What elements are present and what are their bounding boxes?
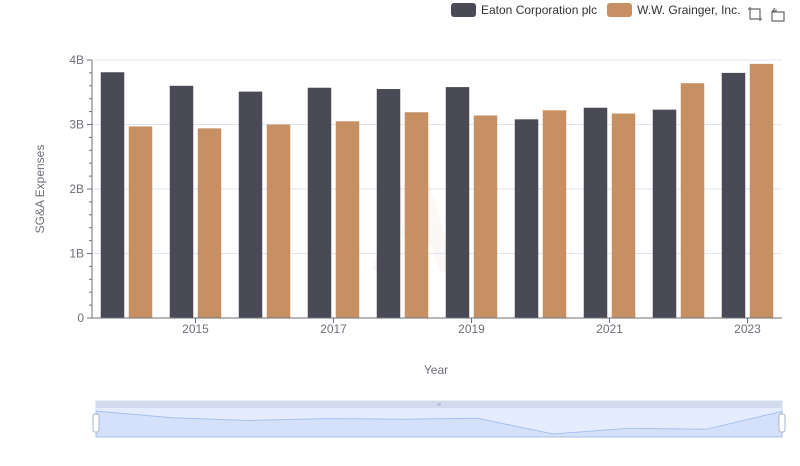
y-tick-label: 4B bbox=[69, 53, 84, 67]
bar-eaton-2014[interactable] bbox=[100, 72, 125, 318]
bar-grainger-2020[interactable] bbox=[542, 110, 567, 318]
bars-group bbox=[100, 63, 774, 319]
bar-grainger-2018[interactable] bbox=[404, 112, 429, 319]
legend-label-eaton: Eaton Corporation plc bbox=[481, 3, 598, 17]
bar-grainger-2023[interactable] bbox=[749, 63, 774, 319]
datazoom-handle-right[interactable] bbox=[778, 413, 786, 433]
legend-item-eaton[interactable]: Eaton Corporation plc bbox=[451, 3, 597, 17]
datazoom-slider[interactable]: ≡ bbox=[92, 400, 786, 438]
bar-grainger-2022[interactable] bbox=[680, 83, 705, 318]
bar-grainger-2019[interactable] bbox=[473, 115, 498, 318]
x-tick-label: 2021 bbox=[596, 322, 623, 336]
bar-eaton-2022[interactable] bbox=[652, 109, 677, 318]
y-tick-label: 3B bbox=[69, 118, 84, 132]
bar-eaton-2023[interactable] bbox=[721, 72, 746, 319]
bar-eaton-2019[interactable] bbox=[445, 87, 470, 318]
y-tick-label: 2B bbox=[69, 182, 84, 196]
bar-grainger-2021[interactable] bbox=[611, 113, 636, 318]
x-tick-labels: 2015 2017 2019 2021 2023 bbox=[182, 322, 761, 336]
zoom-icon[interactable] bbox=[747, 6, 763, 22]
bar-eaton-2015[interactable] bbox=[169, 85, 194, 318]
bar-eaton-2021[interactable] bbox=[583, 107, 608, 318]
bar-grainger-2016[interactable] bbox=[266, 124, 291, 319]
bar-grainger-2015[interactable] bbox=[197, 128, 222, 318]
x-axis-label: Year bbox=[424, 363, 448, 377]
y-tick-label: 0 bbox=[77, 311, 84, 325]
x-tick-label: 2015 bbox=[182, 322, 209, 336]
y-tick-labels: 0 1B 2B 3B 4B bbox=[69, 53, 84, 325]
legend: Eaton Corporation plc W.W. Grainger, Inc… bbox=[451, 3, 750, 17]
bar-eaton-2020[interactable] bbox=[514, 119, 539, 318]
datazoom-grip-icon[interactable]: ≡ bbox=[437, 402, 441, 409]
legend-item-grainger[interactable]: W.W. Grainger, Inc. bbox=[607, 3, 740, 17]
x-tick-label: 2019 bbox=[458, 322, 485, 336]
datazoom-preview-area bbox=[95, 410, 783, 438]
y-tick-label: 1B bbox=[69, 247, 84, 261]
restore-icon[interactable] bbox=[770, 6, 786, 22]
bar-grainger-2017[interactable] bbox=[335, 121, 360, 319]
toolbox bbox=[747, 6, 793, 22]
bar-eaton-2018[interactable] bbox=[376, 89, 401, 319]
x-tick-label: 2023 bbox=[734, 322, 761, 336]
bar-eaton-2017[interactable] bbox=[307, 87, 332, 318]
legend-label-grainger: W.W. Grainger, Inc. bbox=[637, 3, 741, 17]
datazoom-handle-left[interactable] bbox=[92, 413, 100, 433]
datazoom-top-bar[interactable] bbox=[96, 401, 782, 408]
bar-grainger-2014[interactable] bbox=[128, 126, 153, 318]
y-axis-label: SG&A Expenses bbox=[33, 145, 47, 234]
bar-eaton-2016[interactable] bbox=[238, 91, 263, 318]
legend-swatch-grainger bbox=[607, 3, 633, 17]
x-tick-label: 2017 bbox=[320, 322, 347, 336]
legend-swatch-eaton bbox=[451, 3, 476, 17]
axes bbox=[87, 59, 782, 323]
